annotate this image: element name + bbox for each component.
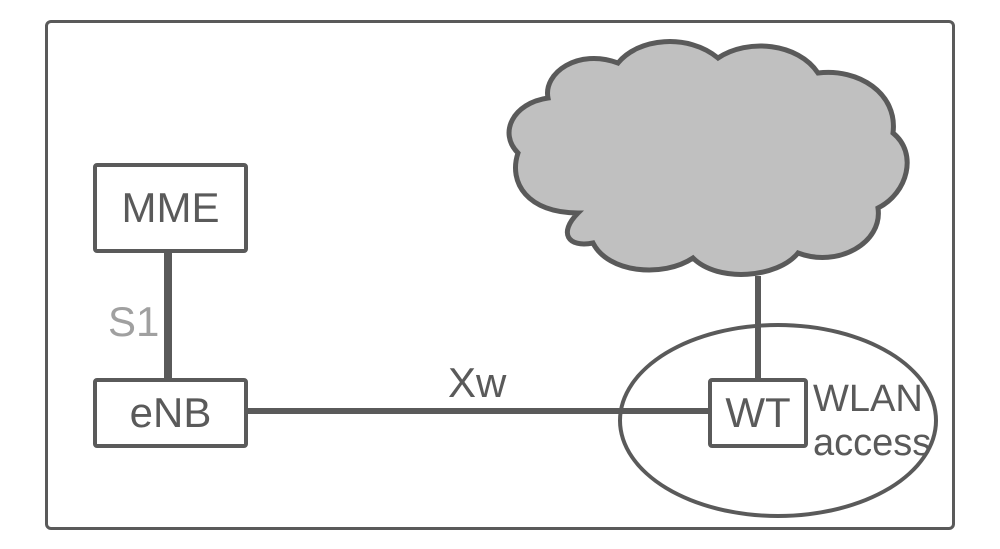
wt-node: WT xyxy=(708,378,808,448)
xw-link xyxy=(248,408,708,414)
cloud-shape xyxy=(498,33,918,293)
diagram-frame: MME eNB WT S1 Xw WLAN access xyxy=(45,20,955,530)
enb-label: eNB xyxy=(130,389,212,437)
xw-label: Xw xyxy=(448,359,506,407)
wlan-access-label: WLAN access xyxy=(813,378,931,465)
wlan-line2: access xyxy=(813,422,931,466)
s1-label: S1 xyxy=(108,298,159,346)
wlan-line1: WLAN xyxy=(813,378,931,422)
s1-link xyxy=(164,253,172,378)
mme-node: MME xyxy=(93,163,248,253)
wt-cloud-link xyxy=(755,276,761,378)
mme-label: MME xyxy=(122,184,220,232)
wt-label: WT xyxy=(725,389,790,437)
enb-node: eNB xyxy=(93,378,248,448)
